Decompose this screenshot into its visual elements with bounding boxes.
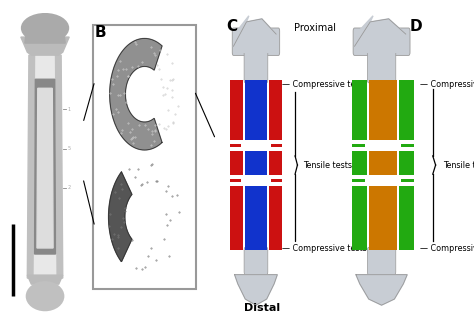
Bar xyxy=(240,144,271,151)
Polygon shape xyxy=(233,19,276,52)
Bar xyxy=(350,175,417,179)
Polygon shape xyxy=(355,19,406,52)
Text: 5: 5 xyxy=(68,146,71,151)
Polygon shape xyxy=(27,275,63,284)
Text: — Compressive tests —: — Compressive tests — xyxy=(420,244,474,253)
Polygon shape xyxy=(355,16,373,46)
Polygon shape xyxy=(235,275,277,305)
Polygon shape xyxy=(31,55,59,278)
Bar xyxy=(350,140,417,144)
FancyBboxPatch shape xyxy=(353,28,410,55)
FancyBboxPatch shape xyxy=(367,49,396,83)
Text: D: D xyxy=(410,19,423,34)
Text: Tensile tests: Tensile tests xyxy=(443,161,474,169)
Text: B: B xyxy=(94,25,106,40)
Bar xyxy=(369,80,397,250)
Bar xyxy=(399,80,414,250)
Polygon shape xyxy=(35,79,55,254)
Bar xyxy=(228,175,284,179)
Polygon shape xyxy=(21,37,69,55)
FancyBboxPatch shape xyxy=(367,247,396,275)
Text: Distal: Distal xyxy=(244,303,280,313)
Text: Tensile tests: Tensile tests xyxy=(303,161,352,169)
Text: C: C xyxy=(227,19,237,34)
Bar xyxy=(269,80,282,250)
FancyBboxPatch shape xyxy=(244,247,268,275)
Text: 2: 2 xyxy=(68,185,71,190)
Ellipse shape xyxy=(26,281,64,311)
Bar xyxy=(228,182,284,186)
Bar xyxy=(352,80,367,250)
FancyBboxPatch shape xyxy=(244,49,268,83)
Bar xyxy=(246,80,266,250)
Bar xyxy=(240,179,271,186)
Ellipse shape xyxy=(21,13,69,43)
Polygon shape xyxy=(55,55,63,278)
Bar xyxy=(350,182,417,186)
Bar xyxy=(230,80,243,250)
Polygon shape xyxy=(37,88,53,248)
Bar xyxy=(365,179,401,186)
FancyBboxPatch shape xyxy=(93,25,196,289)
Text: — Compressive tests —: — Compressive tests — xyxy=(282,244,377,253)
Polygon shape xyxy=(109,39,162,150)
Text: — Compressive tests —: — Compressive tests — xyxy=(420,80,474,89)
Text: Proximal: Proximal xyxy=(294,23,336,33)
Text: A: A xyxy=(6,22,18,37)
Bar xyxy=(365,144,401,151)
Text: 1: 1 xyxy=(68,107,71,112)
FancyBboxPatch shape xyxy=(232,28,280,55)
Polygon shape xyxy=(25,22,65,43)
Polygon shape xyxy=(356,275,407,305)
Polygon shape xyxy=(109,172,132,262)
Bar xyxy=(228,140,284,144)
Bar xyxy=(228,147,284,151)
Polygon shape xyxy=(27,55,35,278)
Text: — Compressive tests —: — Compressive tests — xyxy=(282,80,377,89)
Polygon shape xyxy=(233,16,249,46)
Bar xyxy=(350,147,417,151)
